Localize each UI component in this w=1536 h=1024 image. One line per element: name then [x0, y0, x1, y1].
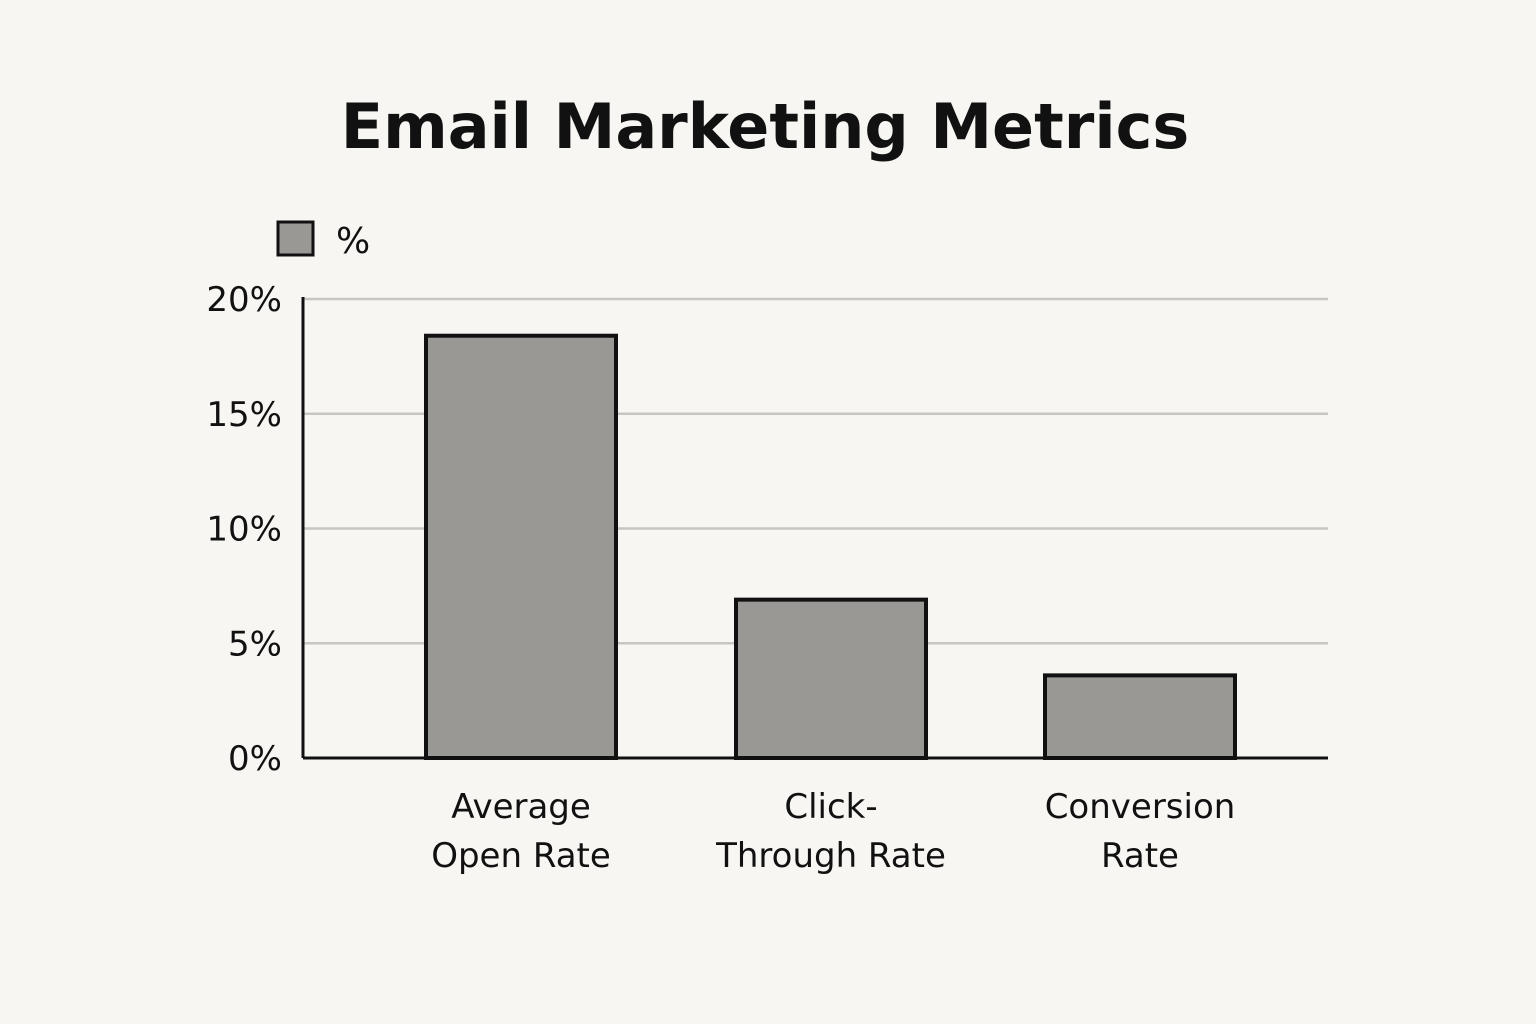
x-category-label: Conversion [1045, 787, 1236, 827]
x-axis-labels: Average Open Rate Click- Through Rate Conver… [431, 787, 1235, 876]
bar [734, 597, 928, 761]
legend-swatch [276, 220, 315, 257]
y-tick-label: 15% [206, 395, 282, 435]
bar [1043, 673, 1237, 761]
y-tick-label: 0% [228, 739, 282, 779]
bars [424, 333, 1237, 761]
x-category-label: Rate [1101, 836, 1179, 876]
y-tick-label: 10% [206, 510, 282, 550]
x-category-label: Click- [784, 787, 877, 827]
legend: % [276, 220, 370, 262]
legend-label: % [336, 221, 370, 262]
bar [424, 333, 618, 760]
x-category-label: Average [451, 787, 591, 827]
y-axis-ticks: 0% 5% 10% 15% 20% [206, 280, 282, 779]
y-tick-label: 20% [206, 280, 282, 320]
y-tick-label: 5% [228, 624, 282, 664]
axes [301, 297, 1328, 760]
x-category-label: Open Rate [431, 836, 611, 876]
x-category-label: Through Rate [715, 836, 946, 876]
chart-title: Email Marketing Metrics [341, 90, 1189, 163]
